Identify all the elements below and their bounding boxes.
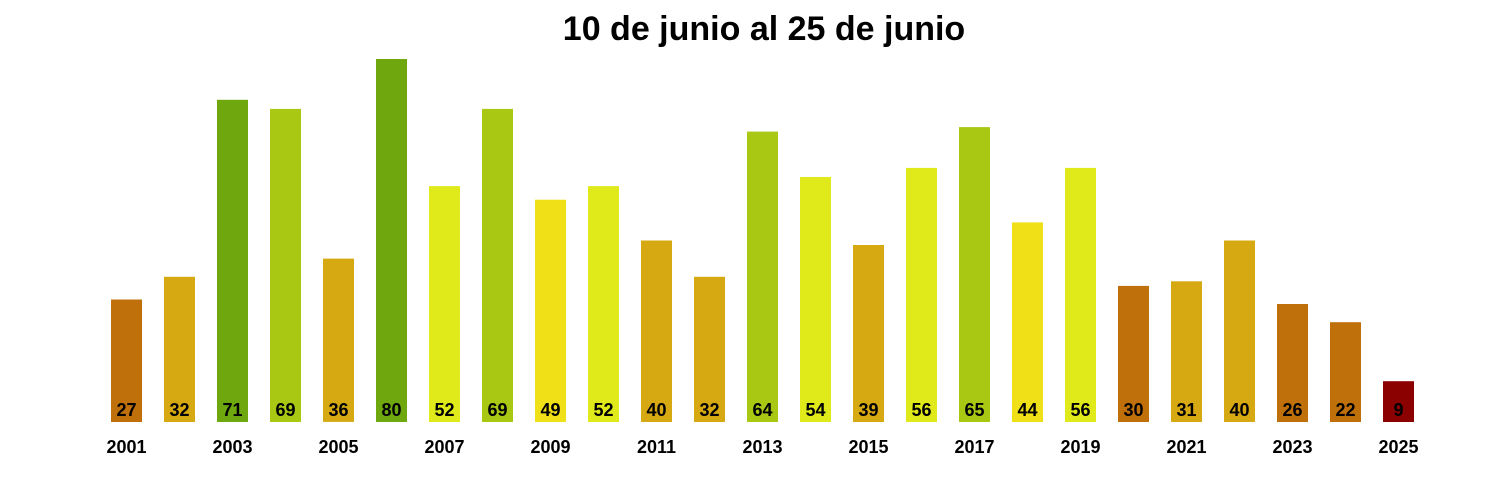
value-label-2015: 39 — [858, 400, 878, 420]
value-label-2002: 32 — [169, 400, 189, 420]
x-tick-label-2005: 2005 — [318, 437, 358, 457]
bar-2002 — [164, 276, 195, 422]
bar-2003 — [217, 99, 248, 423]
bar-2019 — [1065, 167, 1096, 422]
bar-2018 — [1012, 222, 1043, 422]
bar-2006 — [376, 59, 407, 422]
bar-2025 — [1383, 381, 1414, 422]
value-label-2005: 36 — [328, 400, 348, 420]
value-label-2011: 40 — [646, 400, 666, 420]
x-tick-label-2021: 2021 — [1166, 437, 1206, 457]
value-label-2023: 26 — [1282, 400, 1302, 420]
value-label-2010: 52 — [593, 400, 613, 420]
value-label-2024: 22 — [1335, 400, 1355, 420]
x-tick-label-2009: 2009 — [530, 437, 570, 457]
bar-2008 — [482, 108, 513, 423]
value-label-2018: 44 — [1017, 400, 1037, 420]
value-label-2003: 71 — [222, 400, 242, 420]
value-label-2016: 56 — [911, 400, 931, 420]
value-label-2025: 9 — [1393, 400, 1403, 420]
bar-2004 — [270, 108, 301, 423]
value-label-2012: 32 — [699, 400, 719, 420]
value-label-2006: 80 — [381, 400, 401, 420]
value-label-2019: 56 — [1070, 400, 1090, 420]
bar-2005 — [323, 258, 354, 422]
value-label-2009: 49 — [540, 400, 560, 420]
bar-2021 — [1171, 281, 1202, 422]
bar-2017 — [959, 127, 990, 422]
bar-2007 — [429, 186, 460, 422]
chart-title: 10 de junio al 25 de junio — [562, 10, 966, 48]
bar-2014 — [800, 177, 831, 422]
bar-2024 — [1330, 322, 1361, 422]
bar-2015 — [853, 245, 884, 422]
bar-2022 — [1224, 240, 1255, 422]
bar-2023 — [1277, 304, 1308, 422]
bar-2001 — [111, 299, 142, 422]
bar-2012 — [694, 276, 725, 422]
bar-2010 — [588, 186, 619, 422]
value-label-2014: 54 — [805, 400, 825, 420]
value-label-2017: 65 — [964, 400, 984, 420]
x-tick-label-2001: 2001 — [106, 437, 146, 457]
x-tick-label-2011: 2011 — [637, 437, 676, 457]
x-tick-label-2017: 2017 — [954, 437, 994, 457]
value-label-2021: 31 — [1176, 400, 1196, 420]
value-label-2022: 40 — [1229, 400, 1249, 420]
value-label-2008: 69 — [487, 400, 507, 420]
value-label-2004: 69 — [275, 400, 295, 420]
x-tick-label-2023: 2023 — [1272, 437, 1312, 457]
x-tick-label-2013: 2013 — [742, 437, 782, 457]
bar-2020 — [1118, 285, 1149, 422]
value-label-2013: 64 — [752, 400, 772, 420]
bar-2016 — [906, 167, 937, 422]
x-tick-label-2003: 2003 — [212, 437, 252, 457]
bar-2013 — [747, 131, 778, 422]
value-label-2020: 30 — [1123, 400, 1143, 420]
x-tick-label-2007: 2007 — [424, 437, 464, 457]
x-tick-label-2015: 2015 — [848, 437, 888, 457]
x-tick-label-2025: 2025 — [1378, 437, 1418, 457]
bar-2011 — [641, 240, 672, 422]
bar-2009 — [535, 199, 566, 422]
x-tick-label-2019: 2019 — [1060, 437, 1100, 457]
value-label-2001: 27 — [116, 400, 136, 420]
value-label-2007: 52 — [434, 400, 454, 420]
